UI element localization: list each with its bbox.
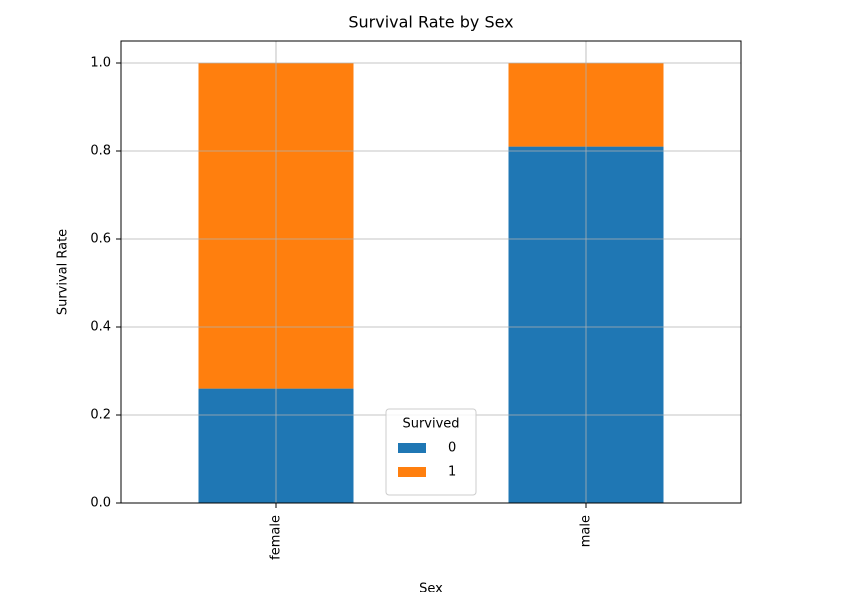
y-tick-label: 0.4: [90, 320, 111, 335]
x-axis-label: Sex: [419, 582, 443, 592]
chart-title: Survival Rate by Sex: [348, 13, 513, 32]
legend-label: 0: [448, 441, 456, 456]
y-tick-label: 0.0: [90, 496, 111, 511]
legend-label: 1: [448, 465, 456, 480]
legend-title: Survived: [402, 417, 459, 432]
plot-frame: [120, 40, 742, 504]
y-tick-label: 1.0: [90, 56, 111, 71]
x-tick-label: female: [269, 515, 284, 560]
x-tick-label: male: [579, 515, 594, 547]
y-tick-label: 0.2: [90, 408, 111, 423]
legend-swatch: [398, 443, 426, 453]
y-tick-label: 0.8: [90, 144, 111, 159]
y-tick-label: 0.6: [90, 232, 111, 247]
legend-swatch: [398, 467, 426, 477]
y-axis-label: Survival Rate: [56, 229, 71, 315]
